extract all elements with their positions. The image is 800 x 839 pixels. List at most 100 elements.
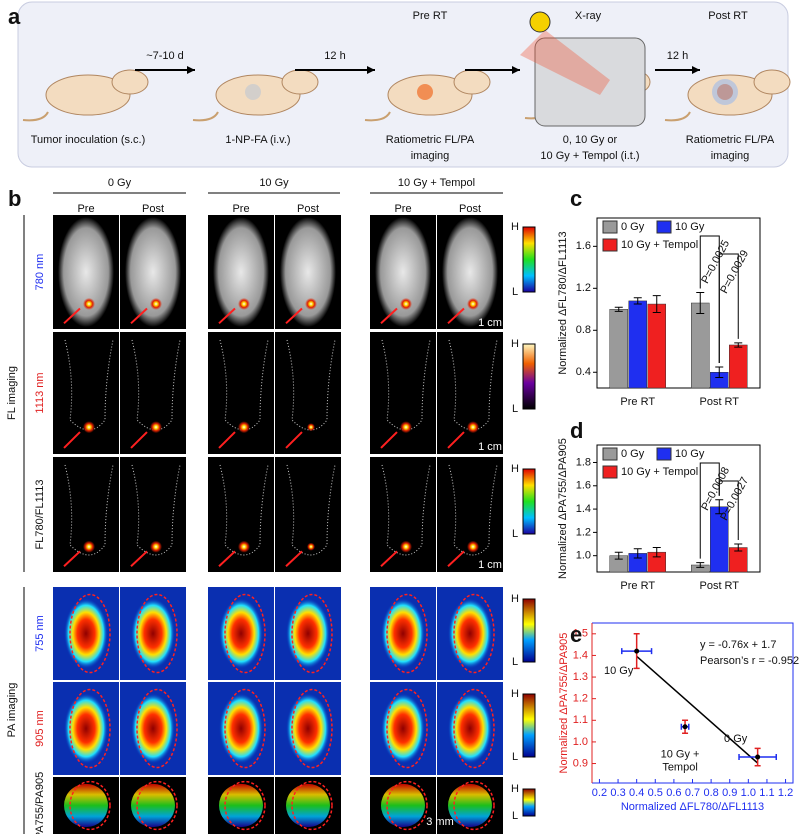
row-label: 1113 nm: [34, 372, 46, 413]
pa-signal: [286, 693, 330, 764]
mouse-image: [280, 217, 336, 327]
plot-frame: [596, 217, 761, 389]
arrow-head: [367, 66, 375, 74]
pa-signal: [64, 783, 108, 828]
legend-label: 10 Gy + Tempol: [621, 239, 698, 251]
point: [682, 724, 688, 730]
bracket: [718, 253, 739, 364]
error-bar: [715, 366, 724, 379]
mouse-image: [125, 217, 181, 327]
mouse-outline: [448, 464, 498, 556]
pa-signal: [381, 693, 425, 764]
colorbar: [522, 343, 536, 410]
signal: [400, 540, 412, 553]
y-tick-label: 1.2: [576, 282, 591, 294]
mouse: [664, 111, 691, 122]
legend-swatch: [602, 238, 618, 252]
xray-box: [534, 37, 646, 127]
step-label: Ratiometric FL/PA: [386, 134, 475, 146]
y-tick-label: 1.4: [573, 649, 588, 661]
mouse-outline: [286, 339, 336, 431]
row-label: 755 nm: [34, 615, 46, 652]
step-label: Ratiometric FL/PA: [686, 134, 775, 146]
roi: [69, 688, 111, 769]
image-cell: [370, 457, 436, 572]
colorbar: [522, 598, 536, 663]
y-axis-label: Normalized ΔPA755/ΔPA905: [557, 438, 569, 579]
x-tick-label: 1.1: [759, 787, 774, 799]
step-label: 0, 10 Gy or: [563, 134, 618, 146]
mouse-image: [442, 217, 498, 327]
mouse-image: [213, 217, 269, 327]
pa-signal: [131, 598, 175, 669]
image-cell: [208, 332, 274, 454]
colorbar-low: L: [512, 528, 518, 540]
subcolumn-label: Pre: [394, 203, 411, 215]
roi: [224, 593, 266, 674]
mouse-outline: [131, 464, 181, 556]
arrow: [285, 307, 303, 325]
legend-label: 10 Gy: [675, 221, 705, 233]
pa-signal: [286, 598, 330, 669]
arrow: [285, 431, 303, 449]
x-tick-label: 1.2: [778, 787, 793, 799]
tumor: [417, 84, 433, 100]
fit-label: y = -0.76x + 1.7: [700, 639, 776, 651]
scale-bar-label: 1 cm: [478, 441, 502, 453]
xray-beam: [520, 30, 610, 95]
roi: [386, 780, 428, 831]
point-label: 0 Gy: [724, 733, 748, 745]
pa-signal: [381, 598, 425, 669]
x-tick-label: 0.9: [722, 787, 737, 799]
error-bar: [734, 342, 743, 348]
arrow-head: [512, 66, 520, 74]
image-cell: [437, 457, 503, 572]
y-tick-label: 1.2: [576, 526, 591, 538]
pa-signal: [219, 783, 263, 828]
arrow: [447, 307, 465, 325]
bracket: [718, 480, 739, 541]
stage-label: Pre RT: [413, 10, 448, 22]
colorbar-high: H: [511, 783, 519, 795]
signal: [307, 542, 315, 551]
y-tick-label: 1.5: [573, 628, 588, 640]
error-bar: [715, 499, 724, 515]
image-grid: 0 Gy 10 Gy 10 Gy + Tempol Pre Post Pre Post Pre…: [6, 177, 536, 839]
arrow: [447, 550, 465, 567]
y-tick-label: 0.9: [573, 757, 588, 769]
mouse-image: [58, 217, 114, 327]
subcolumn-label: Post: [297, 203, 319, 215]
scale-bar-label: 3 mm: [426, 816, 454, 828]
y-axis-label: Normalized ΔPA755/ΔPA905: [558, 633, 570, 774]
pa-signal: [286, 783, 330, 828]
error-bar: [652, 295, 661, 313]
point-label: 10 Gy +: [661, 749, 700, 761]
mouse-outline: [131, 339, 181, 431]
x-tick-label: 0.6: [666, 787, 681, 799]
legend-swatch: [656, 220, 672, 234]
roi: [136, 688, 178, 769]
arrow: [447, 431, 465, 449]
group-label: FL imaging: [6, 366, 18, 420]
image-cell: [275, 457, 341, 572]
image-cell: [120, 457, 186, 572]
stage-label: X-ray: [575, 10, 602, 22]
colorbar-low: L: [512, 403, 518, 415]
arrow: [63, 550, 81, 567]
y-axis-label: Normalized ΔFL780/ΔFL1113: [557, 231, 569, 374]
scale-bar-label: 1 cm: [478, 317, 502, 329]
x-tick-label: Pre RT: [620, 396, 655, 408]
fit-line: [636, 655, 759, 764]
error-bar: [633, 548, 642, 559]
y-tick-label: 1.0: [576, 550, 591, 562]
roi: [69, 780, 111, 831]
mouse-outline: [381, 339, 431, 431]
x-tick-label: 0.4: [629, 787, 644, 799]
x-tick-label: Post RT: [699, 580, 739, 592]
step-label: imaging: [711, 150, 750, 162]
x-tick-label: 0.8: [703, 787, 718, 799]
arrow: [380, 307, 398, 325]
image-cell: [437, 332, 503, 454]
arrow: [63, 307, 81, 325]
